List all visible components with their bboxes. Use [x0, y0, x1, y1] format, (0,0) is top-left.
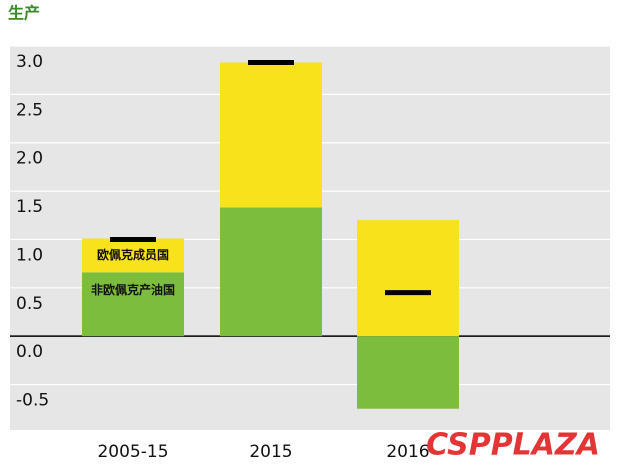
y-tick-label: 0.5 [16, 294, 43, 314]
y-tick-label: 0.0 [16, 342, 43, 362]
y-tick-label: 1.5 [16, 197, 43, 217]
bar-segment [357, 336, 459, 409]
watermark: CSPPLAZA [426, 428, 600, 463]
bar-segment [82, 272, 184, 337]
x-tick-label: 2016 [386, 442, 429, 462]
x-tick-label: 2015 [249, 442, 292, 462]
bar-segment [220, 62, 322, 208]
legend-label: 欧佩克成员国 [97, 247, 169, 262]
y-tick-label: 3.0 [16, 52, 43, 72]
y-tick-label: 1.0 [16, 245, 43, 265]
chart-title: 生产 [8, 4, 40, 23]
bar-segment [357, 220, 459, 337]
bar-segment [220, 207, 322, 337]
legend-label: 非欧佩克产油国 [91, 282, 175, 297]
y-tick-label: 2.5 [16, 100, 43, 120]
y-tick-label: 2.0 [16, 149, 43, 169]
y-tick-label: -0.5 [16, 391, 49, 411]
x-tick-label: 2005-15 [97, 442, 168, 462]
bar-segment [82, 238, 184, 273]
